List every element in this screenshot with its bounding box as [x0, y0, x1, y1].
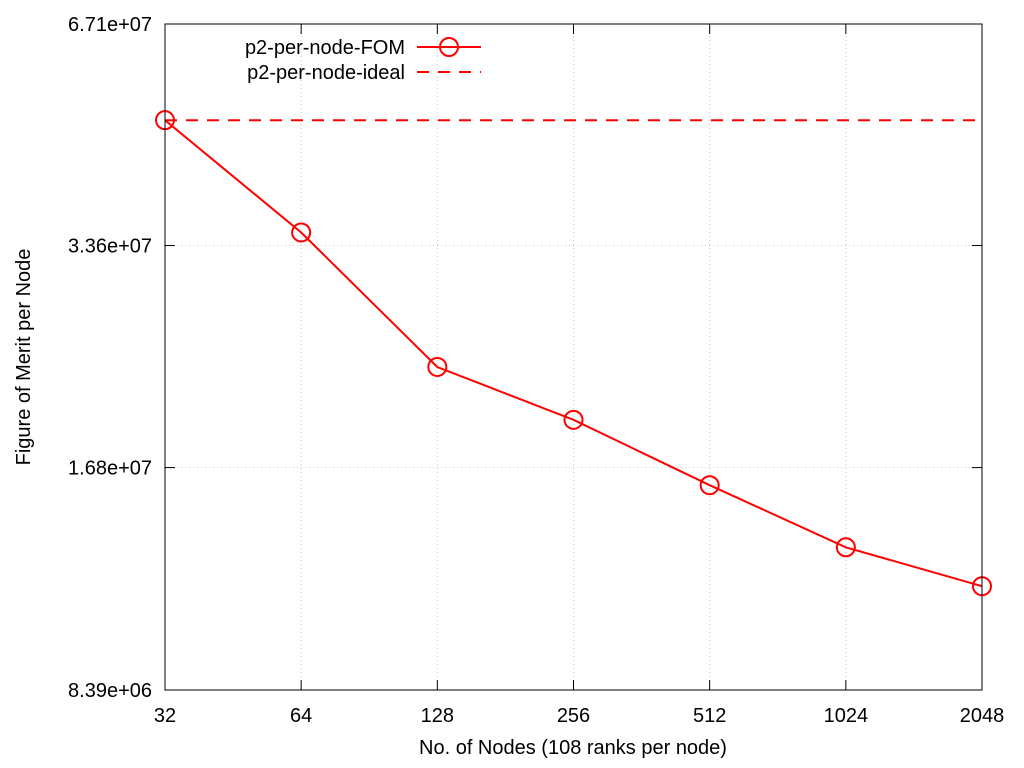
x-axis-label: No. of Nodes (108 ranks per node)	[419, 737, 727, 759]
legend-label: p2-per-node-ideal	[247, 62, 405, 84]
p2-per-node-fom-line	[164, 119, 983, 588]
legend-swatch-marker	[439, 37, 459, 57]
y-tick-label: 6.71e+07	[68, 14, 152, 36]
axis-ticks: 32 64 128 256 512 1024 2048 8.39e+06 1.68e+07 3.3…	[68, 14, 1004, 727]
x-tick-label: 2048	[960, 705, 1005, 727]
x-tick-label: 128	[421, 705, 454, 727]
x-tick-label: 64	[290, 705, 312, 727]
legend-label: p2-per-node-FOM	[245, 37, 405, 59]
p2-per-node-fom-point	[563, 409, 584, 430]
series-lines	[155, 110, 992, 597]
y-tick-label: 1.68e+07	[68, 458, 152, 480]
legend: p2-per-node-FOM p2-per-node-ideal	[245, 37, 481, 84]
x-tick-label: 256	[557, 705, 590, 727]
grid-lines	[165, 24, 982, 690]
p2-per-node-fom-point	[291, 222, 312, 243]
y-tick-label: 8.39e+06	[68, 680, 152, 702]
y-axis-label: Figure of Merit per Node	[13, 249, 35, 466]
x-tick-label: 512	[693, 705, 726, 727]
p2-per-node-fom-point	[699, 475, 720, 496]
y-tick-label: 3.36e+07	[68, 236, 152, 258]
x-tick-label: 1024	[824, 705, 869, 727]
p2-per-node-fom-point	[835, 537, 856, 558]
x-tick-label: 32	[154, 705, 176, 727]
p2-per-node-fom-point	[427, 356, 448, 377]
